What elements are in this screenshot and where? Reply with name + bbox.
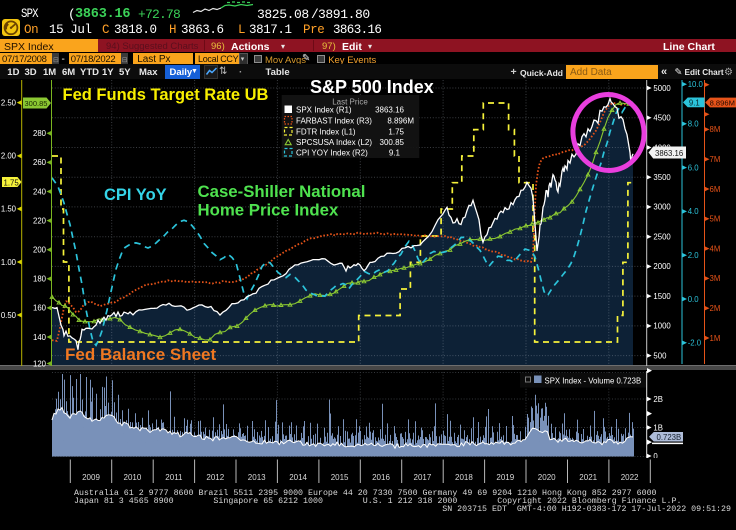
svg-text:2021: 2021: [579, 473, 597, 482]
svg-text:200: 200: [33, 246, 47, 255]
svg-text:1000: 1000: [653, 322, 671, 331]
svg-text:2M: 2M: [710, 304, 721, 313]
svg-text:5M: 5M: [710, 215, 721, 224]
svg-text:2012: 2012: [206, 473, 224, 482]
svg-text:220: 220: [33, 216, 47, 225]
svg-text:240: 240: [33, 187, 47, 196]
svg-text:SPCSUSA Index (L2): SPCSUSA Index (L2): [296, 138, 372, 147]
svg-text:4500: 4500: [653, 114, 671, 123]
svg-text:1.00: 1.00: [1, 258, 17, 267]
svg-text:300.85: 300.85: [25, 99, 48, 108]
svg-text:2019: 2019: [496, 473, 514, 482]
svg-text:S&P 500 Index: S&P 500 Index: [310, 77, 434, 97]
svg-text:3863.16: 3863.16: [375, 106, 404, 115]
svg-text:SPX Index - Volume 0.723B: SPX Index - Volume 0.723B: [545, 376, 642, 385]
svg-text:Fed Balance Sheet: Fed Balance Sheet: [65, 345, 217, 364]
svg-text:FDTR Index (L1): FDTR Index (L1): [296, 128, 356, 137]
svg-text:180: 180: [33, 275, 47, 284]
svg-text:SPX Index (R1): SPX Index (R1): [296, 106, 352, 115]
svg-text:2016: 2016: [372, 473, 390, 482]
svg-text:0.723B: 0.723B: [657, 433, 682, 442]
svg-text:2017: 2017: [414, 473, 432, 482]
svg-text:9.1: 9.1: [689, 99, 700, 108]
svg-text:4.0: 4.0: [688, 207, 700, 216]
svg-text:10.0: 10.0: [688, 80, 704, 89]
svg-text:6M: 6M: [710, 185, 721, 194]
svg-text:2.0: 2.0: [688, 251, 700, 260]
svg-text:5000: 5000: [653, 84, 671, 93]
svg-text:2013: 2013: [248, 473, 266, 482]
svg-text:CPI YoY: CPI YoY: [104, 186, 167, 204]
svg-text:1.75: 1.75: [4, 178, 20, 187]
svg-text:160: 160: [33, 304, 47, 313]
svg-text:2010: 2010: [124, 473, 142, 482]
svg-text:8M: 8M: [710, 125, 721, 134]
svg-text:140: 140: [33, 333, 47, 342]
svg-text:3M: 3M: [710, 274, 721, 283]
svg-text:500: 500: [653, 351, 667, 360]
svg-text:120: 120: [33, 359, 47, 368]
svg-text:2018: 2018: [455, 473, 473, 482]
svg-text:Case-Shiller National: Case-Shiller National: [198, 182, 366, 201]
svg-text:-2.0: -2.0: [688, 339, 702, 348]
svg-text:2.00: 2.00: [1, 152, 17, 161]
svg-text:1B: 1B: [653, 423, 663, 432]
svg-text:8.0: 8.0: [688, 120, 700, 129]
svg-text:1M: 1M: [710, 334, 721, 343]
svg-text:3863.16: 3863.16: [655, 149, 683, 158]
svg-text:FARBAST Index (R3): FARBAST Index (R3): [296, 117, 372, 126]
svg-text:2009: 2009: [82, 473, 100, 482]
svg-text:2.50: 2.50: [1, 98, 17, 107]
svg-text:260: 260: [33, 158, 47, 167]
svg-text:8.896M: 8.896M: [387, 117, 414, 126]
svg-text:2015: 2015: [331, 473, 349, 482]
svg-text:2000: 2000: [653, 262, 671, 271]
svg-text:8.896M: 8.896M: [710, 99, 735, 108]
svg-text:2500: 2500: [653, 233, 671, 242]
svg-text:2022: 2022: [621, 473, 639, 482]
svg-text:3500: 3500: [653, 173, 671, 182]
svg-text:1500: 1500: [653, 292, 671, 301]
svg-text:1.50: 1.50: [1, 205, 17, 214]
svg-text:0: 0: [653, 452, 658, 461]
svg-text:2020: 2020: [538, 473, 556, 482]
svg-text:2011: 2011: [165, 473, 183, 482]
svg-text:6.0: 6.0: [688, 163, 700, 172]
svg-text:1.75: 1.75: [388, 128, 404, 137]
svg-text:7M: 7M: [710, 155, 721, 164]
svg-text:Home Price Index: Home Price Index: [198, 201, 339, 220]
svg-text:4M: 4M: [710, 244, 721, 253]
svg-text:2014: 2014: [289, 473, 307, 482]
svg-text:CPI YOY Index (R2): CPI YOY Index (R2): [296, 149, 368, 158]
svg-text:2B: 2B: [653, 395, 663, 404]
svg-text:300.85: 300.85: [380, 138, 405, 147]
svg-text:9.1: 9.1: [389, 149, 401, 158]
svg-text:0.50: 0.50: [1, 311, 17, 320]
svg-text:3000: 3000: [653, 203, 671, 212]
svg-text:Last Price: Last Price: [332, 97, 368, 106]
svg-text:280: 280: [33, 129, 47, 138]
svg-text:Fed Funds Target Rate UB: Fed Funds Target Rate UB: [63, 86, 269, 104]
svg-text:0.0: 0.0: [688, 295, 700, 304]
